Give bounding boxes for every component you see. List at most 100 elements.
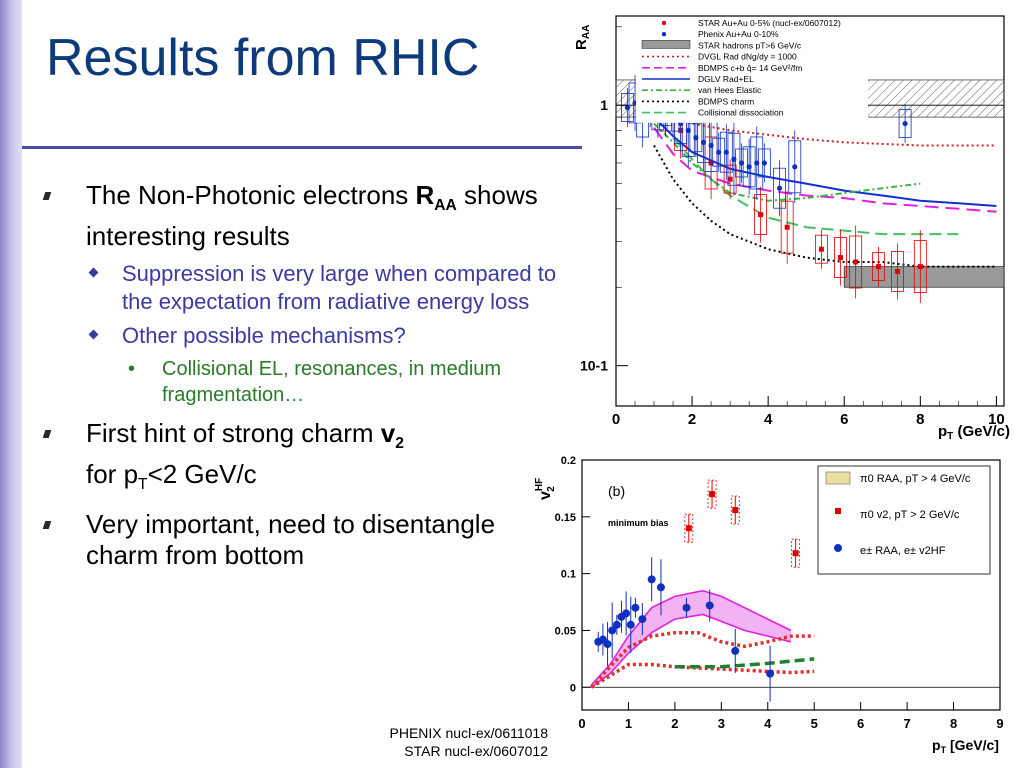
raa-legend-marker-2 — [641, 40, 691, 49]
v2-x-tick-7: 7 — [903, 716, 910, 731]
v2-curve-4 — [674, 657, 815, 669]
v2-syst-box-0-2 — [730, 495, 740, 525]
sidebar-stripe — [0, 0, 22, 768]
bullet-1-2: Other possible mechanisms? — [44, 322, 564, 350]
v2-x-label: pT [GeV/c] — [932, 737, 999, 755]
title-divider — [22, 146, 582, 149]
v2-point-1-12 — [682, 603, 691, 612]
v2-point-1-14 — [731, 646, 740, 655]
raa-curve-1 — [653, 127, 997, 213]
diamond-bullet-icon — [88, 329, 99, 340]
v2-x-tick-5: 5 — [811, 716, 818, 731]
v2-legend-marker-2 — [834, 544, 842, 552]
raa-legend-entry-0: STAR Au+Au 0-5% (nucl-ex/0607012) — [698, 18, 841, 28]
v2-point-1-11 — [656, 583, 665, 592]
v2-legend-marker-0 — [825, 471, 851, 485]
bullet-2: First hint of strong charm v2 for pT<2 Ge… — [42, 418, 564, 500]
bullet-1: The Non-Photonic electrons RAA shows int… — [42, 180, 564, 252]
v2-point-1-8 — [631, 603, 640, 612]
raa-point-0-7 — [837, 255, 843, 261]
raa-y-tick-0: 1 — [600, 97, 608, 113]
raa-point-1-21 — [902, 120, 908, 127]
v2-curve-2 — [590, 630, 815, 689]
raa-legend-entry-3: DVGL Rad dNg/dy = 1000 — [698, 52, 797, 62]
v2-theory-band — [591, 590, 791, 688]
raa-legend-entry-5: DGLV Rad+EL — [698, 74, 754, 84]
raa-chart: 0 2 4 6 8 10 1 10-1 STAR Au+Au 0-5% (nucl-ex/06… — [573, 15, 1010, 442]
v2-x-tick-6: 6 — [857, 716, 864, 731]
v2-legend-entry-2: e± RAA, e± v2HF — [860, 545, 946, 557]
v2-point-1-2 — [603, 640, 612, 649]
v2-y-tick-0: 0 — [570, 682, 576, 694]
v2-panel-label: (b) — [608, 483, 625, 499]
raa-legend-entry-1: Phenix Au+Au 0-10% — [698, 29, 779, 39]
dot-bullet-icon: • — [128, 358, 136, 381]
v2-legend-marker-1 — [835, 508, 841, 514]
raa-point-0-8 — [853, 259, 859, 265]
raa-point-0-10 — [894, 268, 900, 274]
raa-y-label: RAA — [573, 25, 592, 50]
v2-legend-entry-1: π0 v2, pT > 2 GeV/c — [860, 509, 960, 521]
v2-y-tick-2: 0.1 — [561, 569, 576, 581]
raa-x-tick-3: 6 — [840, 411, 848, 428]
raa-point-0-3 — [727, 176, 733, 182]
raa-x-tick-1: 2 — [688, 411, 696, 428]
v2-point-1-4 — [612, 620, 621, 629]
bullet-1-2-1: • Collisional EL, resonances, in medium … — [128, 358, 502, 407]
raa-legend-bg — [636, 18, 868, 123]
v2-chart: 0 1 2 3 4 5 6 7 8 9 0 0.05 0.1 0.15 0.2 π0 RAA, pT > 4… — [534, 455, 1004, 755]
raa-band-0 — [843, 266, 1005, 288]
v2-x-tick-0: 0 — [578, 716, 585, 731]
bullet-1-1: Suppression is very large when compared … — [44, 260, 564, 316]
raa-legend-entry-6: van Hees Elastic — [698, 85, 762, 95]
raa-point-0-4 — [758, 212, 764, 218]
bullet-marker-icon — [42, 430, 52, 439]
raa-y-tick-1: 10-1 — [580, 358, 608, 374]
v2-point-1-13 — [705, 601, 714, 610]
bullet-3: Very important, need to disentangle char… — [42, 509, 564, 571]
raa-x-tick-2: 4 — [764, 411, 773, 428]
raa-curve-2 — [653, 116, 997, 207]
bullet-list: The Non-Photonic electrons RAA shows int… — [42, 180, 564, 579]
v2-point-0-3 — [792, 550, 799, 557]
v2-x-tick-1: 1 — [625, 716, 632, 731]
raa-point-0-6 — [818, 246, 824, 252]
v2-point-1-9 — [638, 615, 647, 624]
v2-point-1-7 — [626, 620, 635, 629]
v2-point-1-3 — [608, 626, 617, 635]
bullet-marker-icon — [42, 520, 52, 529]
raa-point-1-19 — [776, 185, 783, 191]
v2-point-0-1 — [709, 491, 716, 498]
v2-y-tick-3: 0.15 — [555, 512, 576, 524]
v2-x-tick-8: 8 — [950, 716, 957, 731]
bullet-marker-icon — [42, 192, 52, 200]
slide-title: Results from RHIC — [46, 29, 480, 87]
reference-star: STAR nucl-ex/0607012 — [404, 743, 548, 759]
raa-point-1-18 — [761, 160, 767, 166]
raa-legend-entry-8: Collisional dissociation — [698, 108, 784, 118]
raa-x-tick-0: 0 — [612, 411, 620, 428]
references: PHENIX nucl-ex/0611018 STAR nucl-ex/0607… — [390, 724, 549, 760]
v2-point-0-2 — [732, 507, 739, 513]
v2-point-1-15 — [766, 669, 775, 678]
raa-curve-3 — [653, 122, 921, 202]
v2-point-0-0 — [685, 525, 692, 532]
raa-legend-entry-7: BDMPS charm — [698, 96, 754, 106]
raa-x-tick-4: 8 — [916, 411, 924, 428]
raa-point-1-20 — [792, 164, 798, 170]
v2-note: minimum bias — [608, 518, 669, 528]
v2-point-1-6 — [622, 609, 631, 618]
v2-x-tick-9: 9 — [996, 716, 1003, 731]
raa-point-0-11 — [917, 264, 923, 270]
raa-legend-entry-4: BDMPS c+b q̂= 14 GeV²/fm — [698, 63, 802, 73]
raa-point-0-9 — [875, 264, 881, 270]
v2-x-tick-3: 3 — [718, 716, 725, 731]
reference-phenix: PHENIX nucl-ex/0611018 — [389, 725, 549, 741]
v2-x-tick-4: 4 — [764, 716, 772, 731]
raa-point-0-5 — [784, 224, 790, 230]
v2-curve-3 — [590, 662, 815, 689]
diamond-bullet-icon — [88, 267, 99, 278]
v2-curve-0 — [590, 589, 792, 686]
raa-x-tick-5: 10 — [988, 411, 1005, 428]
v2-curve-1 — [590, 613, 792, 688]
